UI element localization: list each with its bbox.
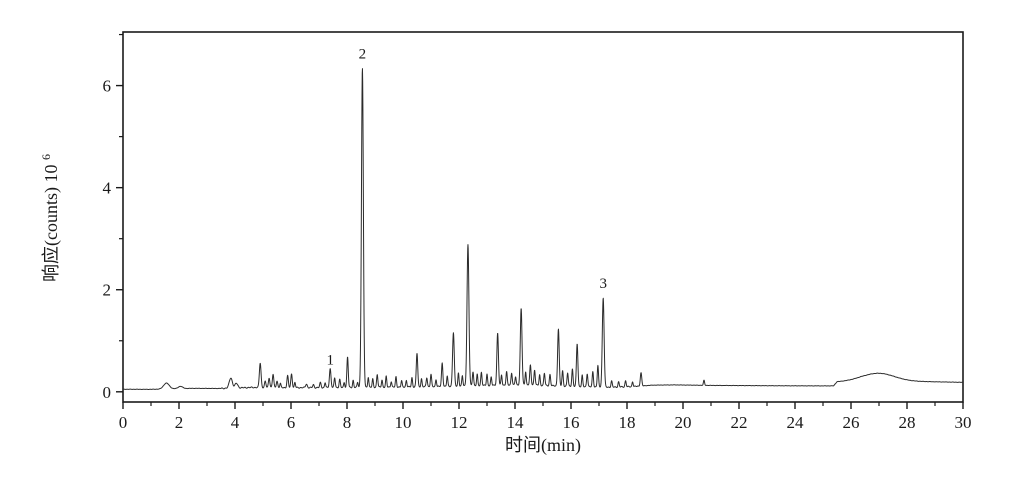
x-tick-label: 2 bbox=[175, 413, 184, 432]
plot-border bbox=[122, 31, 964, 403]
x-tick-label: 26 bbox=[843, 413, 860, 432]
x-tick-label: 24 bbox=[787, 413, 805, 432]
x-tick-label: 16 bbox=[563, 413, 580, 432]
y-axis-label-base: 响应(counts) 10 bbox=[41, 165, 62, 282]
x-tick-label: 14 bbox=[507, 413, 525, 432]
chromatogram-trace bbox=[122, 68, 964, 390]
x-tick-label: 0 bbox=[119, 413, 128, 432]
peak-label-1: 1 bbox=[326, 353, 334, 369]
x-tick-label: 6 bbox=[287, 413, 296, 432]
x-tick-label: 8 bbox=[343, 413, 352, 432]
y-tick-label: 6 bbox=[103, 77, 112, 96]
x-tick-label: 28 bbox=[899, 413, 916, 432]
x-tick-label: 12 bbox=[451, 413, 468, 432]
y-tick-label: 0 bbox=[103, 383, 112, 402]
peak-label-3: 3 bbox=[599, 276, 607, 292]
y-tick-label: 2 bbox=[103, 281, 112, 300]
x-axis-label: 时间(min) bbox=[505, 435, 581, 456]
y-axis-label: 响应(counts) 10 6 bbox=[39, 154, 62, 282]
x-tick-label: 4 bbox=[231, 413, 240, 432]
x-tick-label: 30 bbox=[955, 413, 972, 432]
x-tick-label: 22 bbox=[731, 413, 748, 432]
y-tick-label: 4 bbox=[103, 179, 112, 198]
x-tick-label: 18 bbox=[619, 413, 636, 432]
x-tick-label: 10 bbox=[395, 413, 412, 432]
peak-label-2: 2 bbox=[359, 46, 367, 62]
x-tick-label: 20 bbox=[675, 413, 692, 432]
y-axis-label-exponent: 6 bbox=[39, 154, 53, 160]
